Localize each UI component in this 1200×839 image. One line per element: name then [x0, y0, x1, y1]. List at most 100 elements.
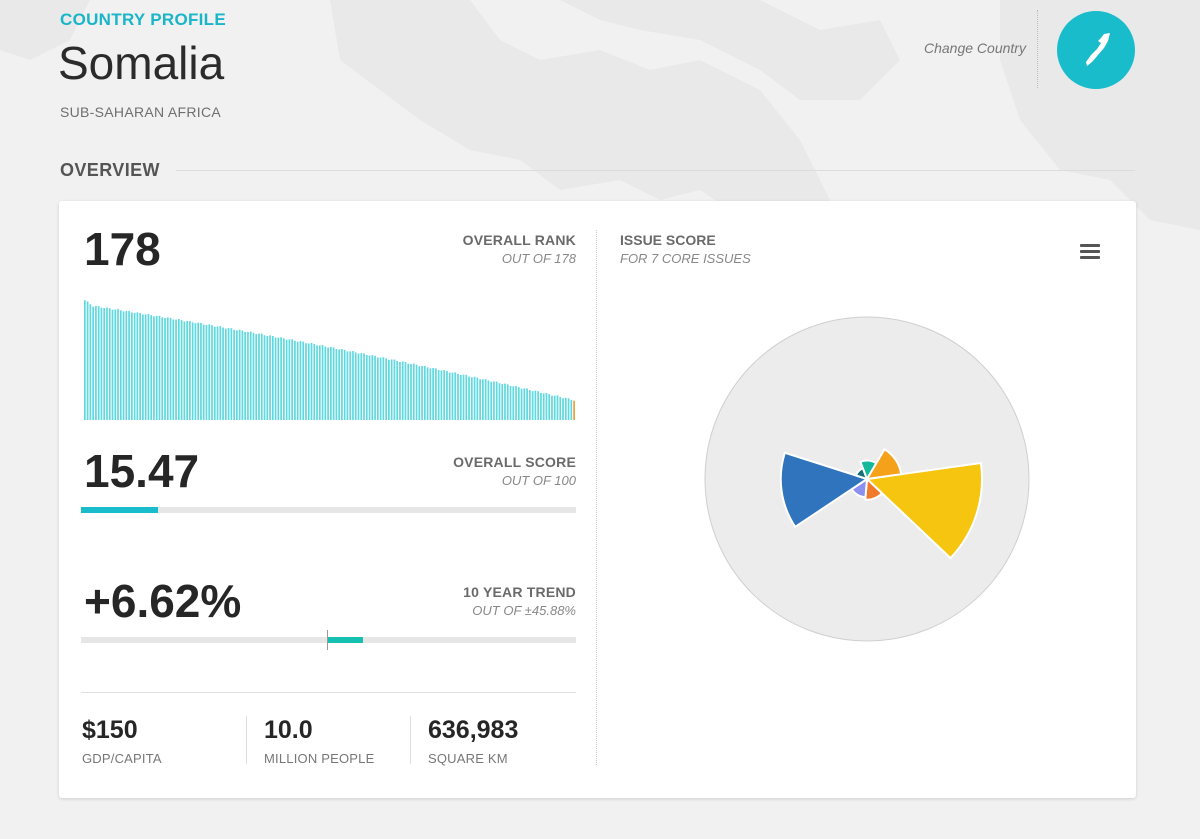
rank-bar	[368, 355, 371, 420]
rank-bar	[470, 377, 473, 420]
rank-bar	[426, 367, 429, 420]
rank-bar	[476, 377, 479, 420]
rank-bar	[479, 379, 481, 420]
rank-bar	[465, 374, 468, 420]
rank-bar	[412, 363, 415, 420]
rank-bar	[238, 329, 241, 420]
rank-bar	[169, 317, 172, 420]
rank-bar	[280, 337, 282, 420]
rank-bar	[462, 374, 465, 420]
header-divider	[1037, 10, 1038, 88]
trend-bar-fill	[327, 637, 363, 643]
rank-bar	[443, 370, 446, 420]
rank-bar	[263, 335, 266, 420]
rank-bar	[341, 348, 343, 420]
rose-slice[interactable]	[865, 447, 903, 481]
rank-bar	[506, 384, 509, 420]
rank-bar	[158, 315, 161, 420]
rank-bar	[296, 341, 299, 420]
rank-bar	[493, 381, 495, 420]
rank-bar	[205, 324, 208, 420]
rank-bar	[269, 335, 271, 420]
rank-bar	[103, 308, 106, 420]
change-country-link[interactable]: Change Country	[924, 40, 1026, 56]
rank-bar	[349, 351, 352, 420]
rank-bar	[393, 359, 396, 420]
rank-bar	[534, 390, 537, 420]
country-map-button[interactable]	[1057, 11, 1135, 89]
trend-zero-marker	[327, 630, 328, 650]
population-value: 10.0	[264, 716, 313, 744]
rank-bar	[379, 357, 382, 420]
rank-bar	[517, 387, 520, 420]
rank-bar	[202, 324, 205, 420]
rank-bar	[407, 363, 410, 420]
rank-bar	[191, 322, 194, 420]
rank-bar	[512, 386, 515, 420]
overall-score-sub: OUT OF 100	[501, 473, 576, 488]
rank-bar	[526, 388, 528, 420]
country-name: Somalia	[58, 37, 225, 89]
rank-bar	[84, 300, 86, 420]
rank-bar	[346, 351, 349, 420]
rank-bar	[473, 376, 476, 420]
rank-bar	[324, 346, 327, 420]
rank-bar	[495, 381, 498, 420]
rank-bar	[260, 333, 263, 420]
hamburger-menu-icon[interactable]	[1080, 244, 1100, 260]
rank-bar	[177, 319, 180, 420]
rank-bar	[291, 339, 294, 420]
rank-bar	[197, 322, 200, 420]
rank-bar	[567, 398, 570, 420]
rank-bar	[114, 309, 117, 420]
issue-score-label: ISSUE SCORE	[620, 232, 716, 248]
rank-bar	[106, 307, 108, 420]
rose-slice[interactable]	[864, 461, 983, 560]
overall-rank-sub: OUT OF 178	[501, 251, 576, 266]
rank-bar	[418, 366, 421, 420]
rank-bar	[423, 365, 426, 420]
overall-score-bar	[81, 507, 576, 513]
rank-bar-highlight	[573, 400, 575, 420]
rank-bar	[396, 361, 399, 420]
rank-bar	[562, 398, 564, 420]
rank-bar	[100, 307, 103, 420]
rank-bar	[388, 359, 390, 420]
rank-bar	[504, 383, 506, 420]
rank-bar	[421, 365, 423, 420]
rose-slice[interactable]	[779, 451, 870, 529]
rank-bar	[440, 370, 443, 420]
rank-bar	[354, 352, 357, 420]
rank-bar	[255, 334, 258, 420]
issue-score-rose-chart	[704, 316, 1030, 642]
rank-bar	[285, 339, 288, 420]
overall-rank-label: OVERALL RANK	[462, 232, 576, 248]
rank-bar	[365, 355, 368, 420]
rank-bar	[520, 388, 523, 420]
overview-rule	[176, 170, 1135, 171]
rank-bar	[548, 394, 551, 420]
rank-bar	[150, 315, 153, 420]
rank-bar	[139, 312, 141, 420]
rank-bar	[166, 317, 169, 420]
rank-bar	[180, 320, 183, 420]
trend-bar	[81, 637, 576, 643]
rank-bar	[241, 330, 244, 420]
rank-bar	[216, 326, 219, 420]
rank-bar	[531, 391, 534, 420]
rank-bar	[86, 301, 89, 420]
rose-slice[interactable]	[864, 476, 884, 501]
rank-bar	[186, 321, 188, 420]
rank-bar	[553, 395, 556, 420]
rank-bar	[283, 338, 285, 420]
rank-bar	[147, 313, 150, 420]
rank-bar	[288, 339, 291, 420]
rank-bar	[161, 317, 164, 420]
rank-bar	[523, 388, 526, 420]
rank-bar	[130, 312, 133, 420]
rank-bar	[244, 332, 247, 420]
rank-bar	[224, 328, 227, 420]
rank-bar	[133, 313, 136, 420]
rank-bar	[252, 332, 255, 420]
